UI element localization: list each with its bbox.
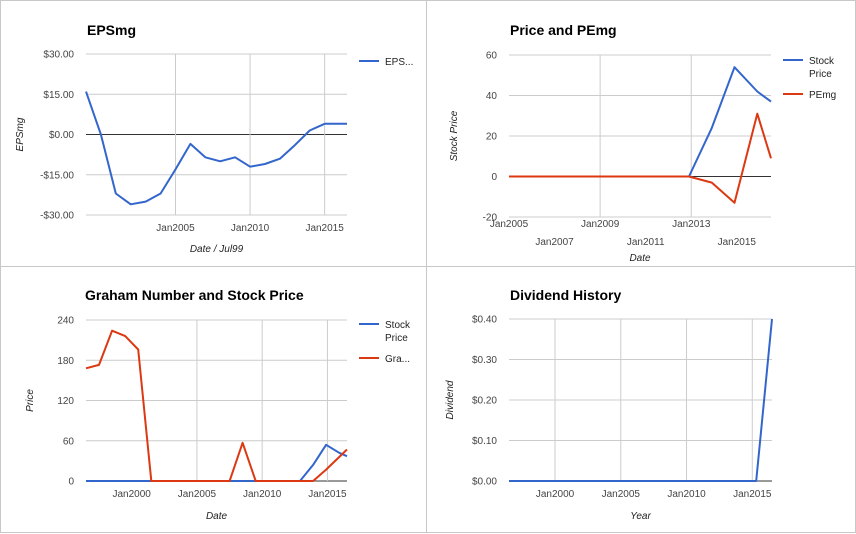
y-tick-label: 240 [57,316,74,327]
y-axis-label: EPSmg [15,117,26,151]
y-tick-label: 20 [486,132,498,143]
chart-title: Dividend History [510,287,621,303]
x-tick-label: Jan2013 [672,219,711,230]
x-tick-label: Jan2000 [112,489,151,500]
y-tick-label: $0.40 [472,315,497,326]
legend-label: Stock Price [809,56,835,80]
series-line-pemg [509,112,772,204]
x-axis-label: Year [630,511,651,522]
y-tick-label: 60 [63,436,75,447]
y-tick-label: 0 [491,172,497,183]
x-tick-label: Jan2015 [308,489,347,500]
x-axis-label: Date [206,511,228,522]
x-tick-label: Jan2009 [581,219,620,230]
panel-epsmg: EPSmg $30.00 $15.00 $0.00 -$15.00 -$30.00 Jan2… [0,0,427,267]
chart-title: EPSmg [87,22,136,38]
x-tick-label: Jan2005 [490,219,529,230]
y-tick-label: -$15.00 [40,170,74,181]
y-tick-label: $15.00 [43,90,74,101]
legend-label: EPS... [385,57,413,68]
series-line-dividend [509,318,773,482]
x-tick-label: Jan2005 [156,223,195,234]
y-tick-label: -$30.00 [40,211,74,222]
chart-title: Price and PEmg [510,22,617,38]
x-tick-label: Jan2011 [627,237,665,248]
legend-label: PEmg [809,90,836,101]
y-tick-label: $0.20 [472,396,497,407]
legend-label: Gra... [385,354,410,365]
panel-graham: Graham Number and Stock Price 240 180 120 60… [0,266,427,533]
y-axis-label: Price [25,389,36,412]
x-axis-label: Date [629,253,651,264]
y-tick-label: $30.00 [43,50,74,61]
y-axis-label: Dividend [445,380,456,419]
y-tick-label: $0.30 [472,355,497,366]
y-tick-label: 60 [486,51,498,62]
series-line-gra- [85,329,348,482]
series-line-stock-price [509,66,772,178]
chart-graham: Graham Number and Stock Price 240 180 120 60… [25,287,411,522]
x-tick-label: Jan2010 [667,489,706,500]
x-tick-label: Jan2010 [231,223,270,234]
y-tick-label: 40 [486,91,498,102]
y-tick-label: $0.10 [472,436,497,447]
x-tick-label: Jan2000 [536,489,575,500]
y-tick-label: 180 [57,356,74,367]
x-tick-label: Jan2005 [602,489,641,500]
chart-epsmg: EPSmg $30.00 $15.00 $0.00 -$15.00 -$30.00 Jan2… [15,22,413,255]
series-line-eps- [85,91,347,206]
x-tick-label: Jan2015 [718,237,757,248]
chart-dividend: Dividend History $0.40 $0.30 $0.20 $0.10 $0.0… [445,287,773,522]
y-tick-label: $0.00 [472,477,497,488]
panel-price-pemg: Price and PEmg 60 40 20 0 -20 Jan2005 Jan2007 Ja… [426,0,856,267]
x-axis-label: Date / Jul99 [190,244,244,255]
series-line-stock-price [86,443,348,482]
panel-dividend: Dividend History $0.40 $0.30 $0.20 $0.10 $0.0… [426,266,856,533]
x-tick-label: Jan2010 [243,489,282,500]
y-tick-label: -20 [483,213,498,224]
y-tick-label: $0.00 [49,130,74,141]
y-tick-label: 0 [68,477,74,488]
y-axis-label: Stock Price [449,110,460,161]
x-tick-label: Jan2005 [178,489,217,500]
chart-title: Graham Number and Stock Price [85,287,304,303]
legend-label: Stock Price [385,320,411,344]
x-tick-label: Jan2007 [535,237,574,248]
x-tick-label: Jan2015 [305,223,344,234]
y-tick-label: 120 [57,396,74,407]
x-tick-label: Jan2015 [733,489,772,500]
